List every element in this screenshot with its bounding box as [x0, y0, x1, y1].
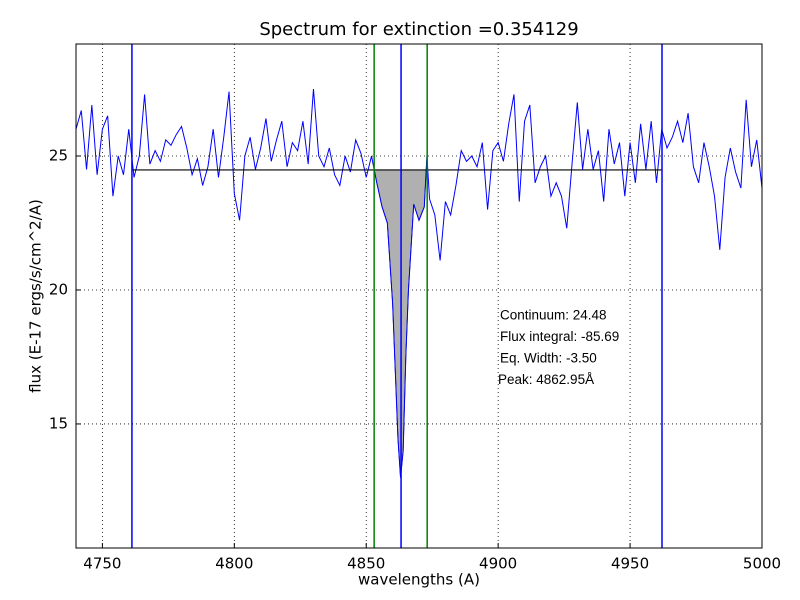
- chart-title: Spectrum for extinction =0.354129: [259, 19, 578, 40]
- plot-frame: [75, 43, 763, 549]
- x-tick-label: 4800: [215, 555, 253, 573]
- annotation: Flux integral: -85.69: [500, 329, 619, 344]
- annotation: Continuum: 24.48: [500, 308, 607, 323]
- x-axis-label: wavelengths (A): [358, 571, 480, 589]
- y-tick-label: 20: [49, 280, 68, 298]
- x-tick-label: 4750: [83, 555, 121, 573]
- x-tick-label: 4900: [479, 555, 517, 573]
- annotation: Peak: 4862.95Å: [498, 372, 594, 387]
- annotation: Eq. Width: -3.50: [500, 351, 597, 366]
- y-tick-label: 15: [49, 414, 68, 432]
- x-tick-label: 4950: [611, 555, 649, 573]
- x-tick-label: 5000: [743, 555, 781, 573]
- x-tick-label: 4850: [347, 555, 385, 573]
- y-axis-label: flux (E-17 ergs/s/cm^2/A): [27, 199, 45, 393]
- y-tick-label: 25: [49, 147, 68, 165]
